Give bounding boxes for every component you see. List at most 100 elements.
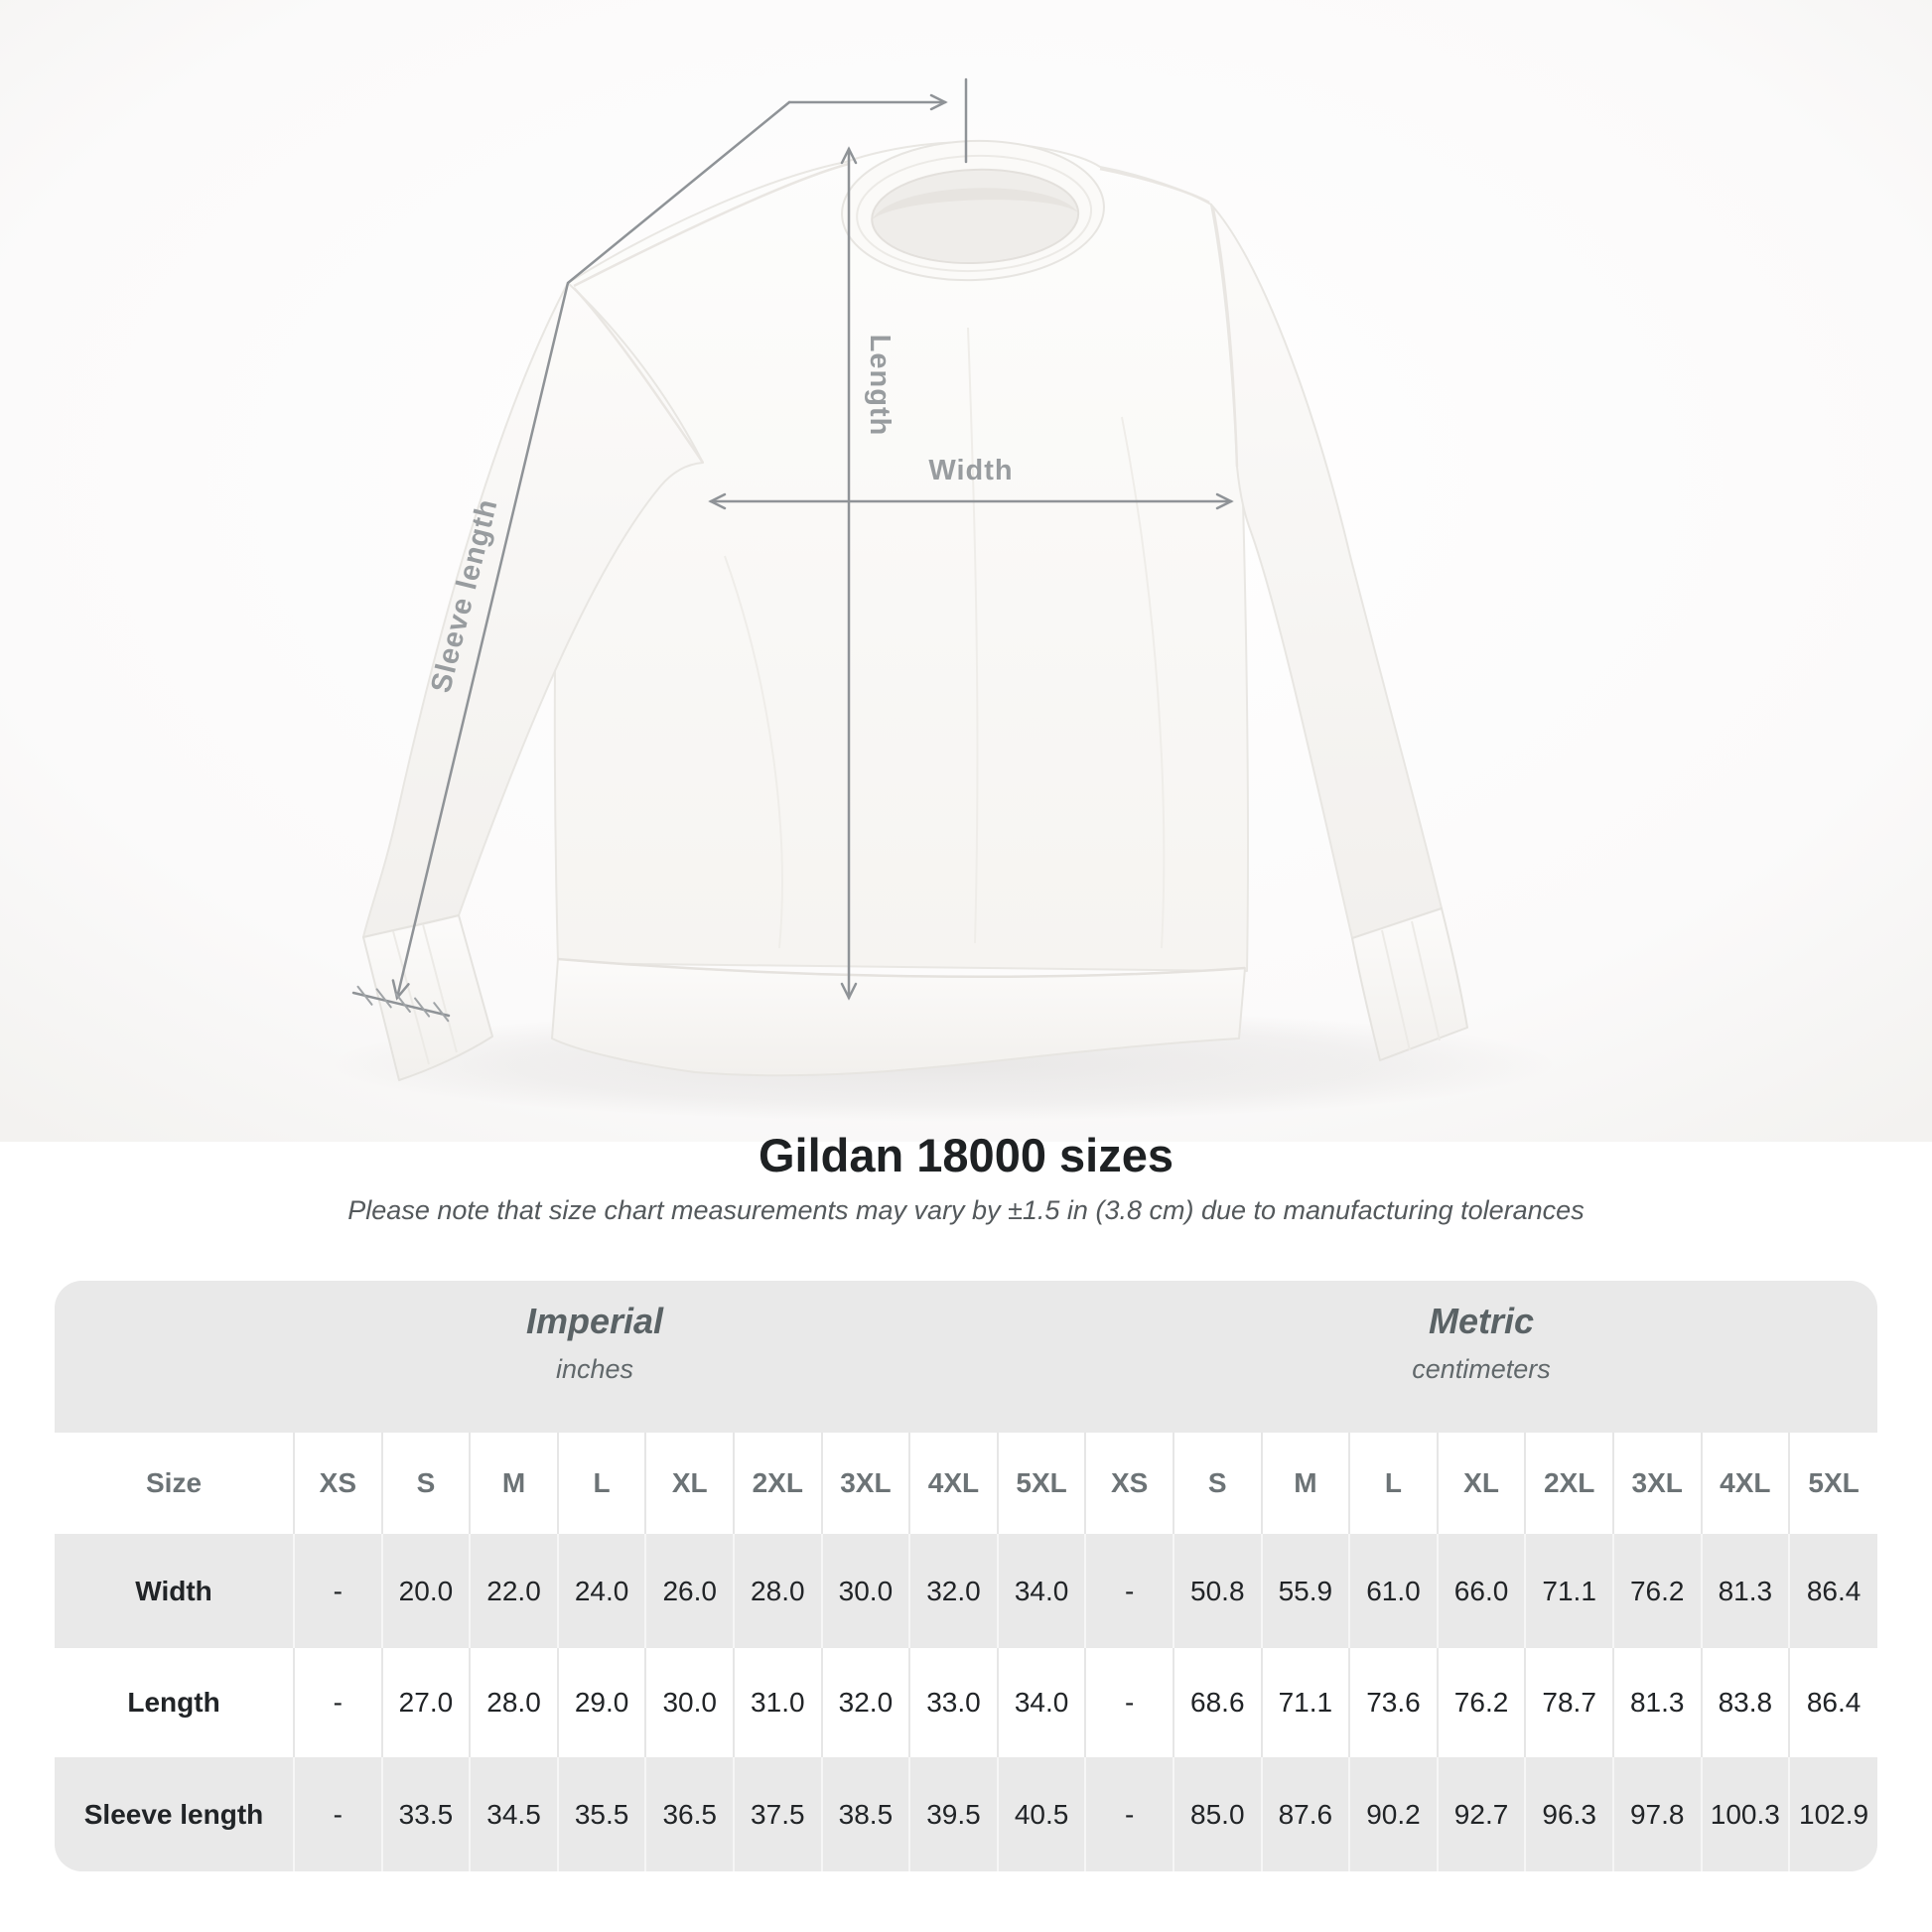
arrowhead [840,146,858,165]
value-cell: 85.0 [1172,1757,1262,1871]
value-cell: 96.3 [1524,1757,1613,1871]
value-cell: 40.5 [996,1757,1086,1871]
waistband-seam [557,957,1246,979]
value-cell: 33.0 [908,1648,998,1757]
value-cell: 28.0 [469,1648,558,1757]
value-cell: 76.2 [1436,1648,1526,1757]
row-label: Length [55,1648,295,1757]
value-cell: 78.7 [1524,1648,1613,1757]
arrowhead [1215,492,1234,510]
left-sleeve-shape [362,282,704,938]
column-header-metric-4xl: 4XL [1700,1433,1790,1534]
column-header-imperial-s: S [380,1433,471,1534]
value-cell: 34.0 [996,1648,1086,1757]
arrowhead [391,979,410,1001]
column-header-metric-xs: XS [1084,1433,1173,1534]
value-cell: 81.3 [1700,1534,1790,1648]
value-cell: 37.5 [733,1757,822,1871]
value-cell: 92.7 [1436,1757,1526,1871]
width-row: Width - 20.0 22.0 24.0 26.0 28.0 30.0 32… [55,1534,1877,1648]
length-line [840,146,858,1001]
size-chart-table: Imperial inches Metric centimeters Size … [55,1281,1877,1871]
metric-unit-label: centimeters [1412,1354,1551,1384]
column-header-metric-xl: XL [1436,1433,1526,1534]
value-cell: 26.0 [644,1534,734,1648]
column-header-imperial-5xl: 5XL [996,1433,1086,1534]
value-cell: 90.2 [1348,1757,1438,1871]
imperial-label: Imperial [525,1301,664,1341]
value-cell: 100.3 [1700,1757,1790,1871]
column-header-metric-s: S [1172,1433,1262,1534]
column-header-metric-m: M [1260,1433,1350,1534]
value-cell: 27.0 [380,1648,471,1757]
value-cell: 22.0 [469,1534,558,1648]
value-cell: - [293,1534,382,1648]
size-header-row: Size XS S M L XL 2XL 3XL 4XL 5XL XS S M … [55,1433,1877,1534]
value-cell: 36.5 [644,1757,734,1871]
end-tick-hatching [356,985,450,1023]
column-header-metric-2xl: 2XL [1524,1433,1613,1534]
sweatshirt-graphic [362,139,1468,1081]
arrowhead [840,982,858,1001]
value-cell: 83.8 [1700,1648,1790,1757]
column-header-metric-5xl: 5XL [1788,1433,1877,1534]
value-cell: 86.4 [1788,1534,1877,1648]
value-cell: 29.0 [556,1648,646,1757]
sleeve-length-line [351,100,791,1023]
value-cell: - [293,1757,382,1871]
column-header-metric-3xl: 3XL [1611,1433,1702,1534]
value-cell: 61.0 [1348,1534,1438,1648]
value-cell: 33.5 [380,1757,471,1871]
value-cell: 76.2 [1611,1534,1702,1648]
value-cell: 87.6 [1260,1757,1350,1871]
value-cell: 71.1 [1524,1534,1613,1648]
value-cell: 86.4 [1788,1648,1877,1757]
length-row: Length - 27.0 28.0 29.0 30.0 31.0 32.0 3… [55,1648,1877,1757]
value-cell: 73.6 [1348,1648,1438,1757]
value-cell: - [1084,1648,1173,1757]
length-label: Length [864,335,896,437]
width-label: Width [928,455,1013,486]
column-header-imperial-2xl: 2XL [733,1433,822,1534]
value-cell: 81.3 [1611,1648,1702,1757]
value-cell: 68.6 [1172,1648,1262,1757]
column-header-imperial-xl: XL [644,1433,734,1534]
width-line [708,492,1234,510]
size-column-header: Size [55,1433,295,1534]
value-cell: 39.5 [908,1757,998,1871]
value-cell: 35.5 [556,1757,646,1871]
measurements-table: Size XS S M L XL 2XL 3XL 4XL 5XL XS S M … [55,1433,1877,1871]
value-cell: 24.0 [556,1534,646,1648]
neck-reference-line [787,77,968,164]
value-cell: 20.0 [380,1534,471,1648]
left-cuff-shape [362,914,493,1081]
value-cell: 34.0 [996,1534,1086,1648]
value-cell: 97.8 [1611,1757,1702,1871]
collar [841,139,1105,282]
end-tick [351,991,451,1018]
seam-lines [573,162,1239,468]
fabric-fold-lines [724,327,1166,949]
value-cell: 30.0 [820,1534,910,1648]
arrowhead [929,93,948,111]
row-label: Width [55,1534,295,1648]
value-cell: 55.9 [1260,1534,1350,1648]
value-cell: 102.9 [1788,1757,1877,1871]
metric-label: Metric [1428,1301,1535,1341]
metric-header: Metric centimeters [1412,1301,1551,1385]
row-label: Sleeve length [55,1757,295,1871]
left-cuff-rib-lines [392,923,458,1065]
unit-header-band: Imperial inches Metric centimeters [55,1281,1877,1433]
value-cell: - [293,1648,382,1757]
tolerance-note: Please note that size chart measurements… [347,1195,1585,1225]
collar-seam [856,154,1093,273]
column-header-imperial-xs: XS [293,1433,382,1534]
value-cell: 32.0 [908,1534,998,1648]
collar-inner-shadow [872,188,1079,220]
column-header-metric-l: L [1348,1433,1438,1534]
column-header-imperial-m: M [469,1433,558,1534]
imperial-header: Imperial inches [526,1301,663,1385]
column-header-imperial-3xl: 3XL [820,1433,910,1534]
arrowhead [708,492,727,510]
